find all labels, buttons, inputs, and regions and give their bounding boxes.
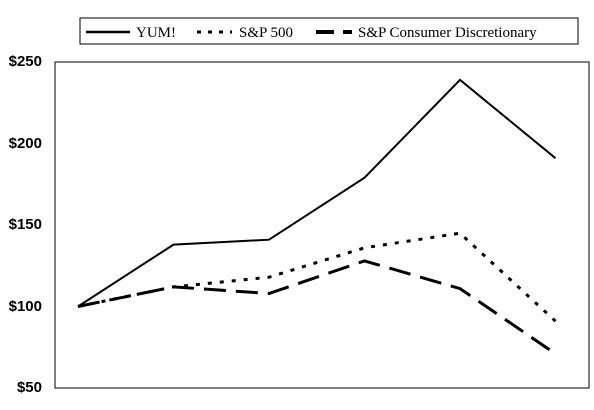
series-layer — [77, 78, 557, 356]
y-tick-150: $150 — [9, 216, 42, 233]
plot-area — [54, 61, 590, 389]
series-line-sp500 — [77, 231, 557, 323]
y-tick-250: $250 — [9, 53, 42, 70]
legend-label-yum: YUM! — [136, 25, 176, 41]
y-tick-50: $50 — [17, 379, 42, 396]
y-tick-100: $100 — [9, 298, 42, 315]
legend: YUM! S&P 500 S&P Consumer Discretionary — [79, 17, 579, 45]
legend-label-sp500: S&P 500 — [239, 25, 293, 41]
y-tick-200: $200 — [9, 135, 42, 152]
legend-label-consumer-discretionary: S&P Consumer Discretionary — [358, 25, 537, 41]
y-axis: $250 $200 $150 $100 $50 — [9, 53, 42, 396]
series-line-consumer-discretionary — [77, 259, 557, 356]
series-line-yum — [77, 78, 557, 308]
